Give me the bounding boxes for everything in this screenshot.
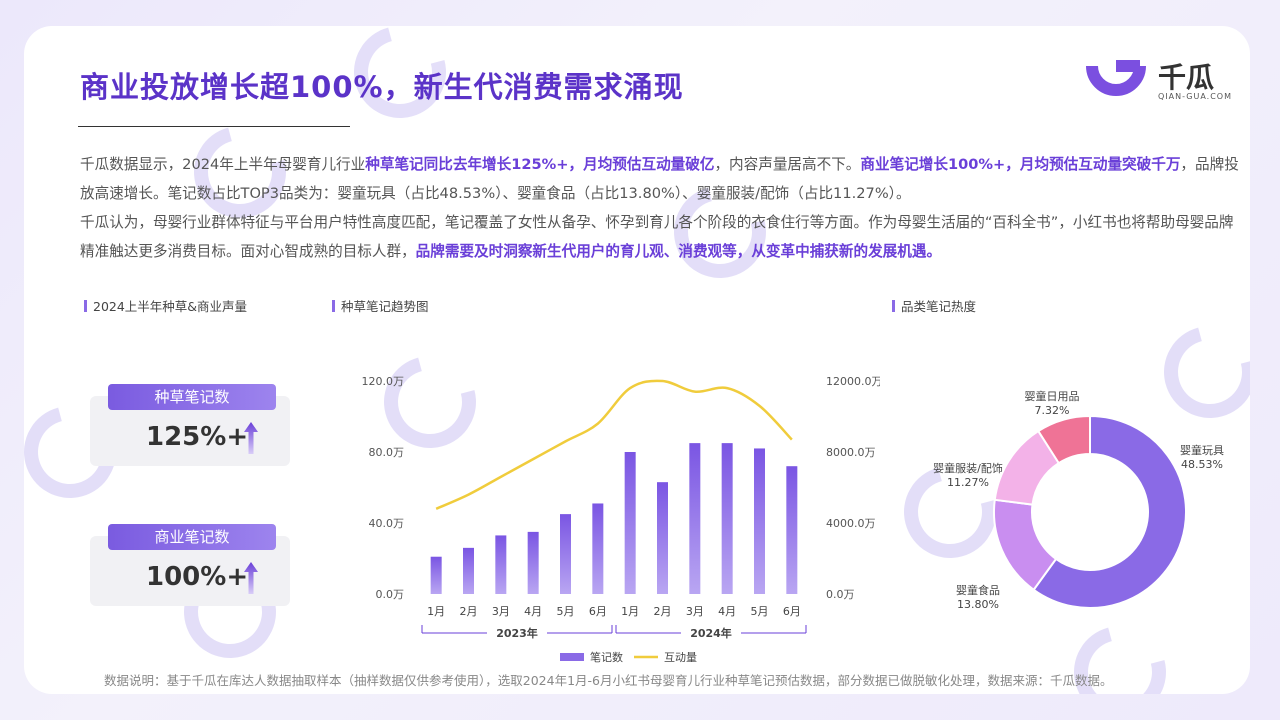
slice-value-label: 48.53%	[1181, 458, 1223, 471]
bar	[754, 448, 765, 594]
y-right-tick-label: 0.0万	[826, 588, 855, 601]
y-left-tick-label: 80.0万	[369, 446, 405, 459]
highlight-span: 种草笔记同比去年增长125%+，月均预估互动量破亿	[365, 156, 715, 173]
bar	[657, 482, 668, 594]
bar	[624, 452, 636, 594]
summary-text: 千瓜数据显示，2024年上半年母婴育儿行业种草笔记同比去年增长125%+，月均预…	[80, 150, 1240, 266]
legend-label: 笔记数	[590, 650, 623, 664]
section-title-middle: 种草笔记趋势图	[332, 296, 429, 315]
stat-value: 100%+	[146, 562, 249, 592]
text-span: 千瓜认为，母婴行业群体特征与平台用户特性高度匹配，笔记覆盖了女性从备孕、怀孕到育…	[80, 214, 1234, 260]
x-tick-label: 6月	[783, 605, 801, 618]
donut-slice	[1036, 414, 1091, 465]
slice-label: 婴童玩具	[1180, 443, 1224, 457]
section-title-right: 品类笔记热度	[892, 296, 976, 315]
paragraph-2: 千瓜认为，母婴行业群体特征与平台用户特性高度匹配，笔记覆盖了女性从备孕、怀孕到育…	[80, 208, 1240, 266]
x-tick-label: 6月	[589, 605, 607, 618]
x-tick-label: 4月	[718, 605, 736, 618]
bar	[592, 503, 604, 594]
arrow-up-icon	[244, 422, 258, 454]
y-left-tick-label: 0.0万	[376, 588, 405, 601]
slide-card: 商业投放增长超100%，新生代消费需求涌现 千瓜 QIAN-GUA.COM 千瓜…	[24, 26, 1250, 694]
highlight-span: 品牌需要及时洞察新生代用户的育儿观、消费观等，从变革中捕获新的发展机遇。	[415, 243, 942, 260]
stat-label: 商业笔记数	[108, 524, 276, 550]
group-label: 2024年	[690, 626, 732, 640]
arrow-up-icon	[244, 562, 258, 594]
interaction-line	[435, 379, 793, 510]
legend-label: 互动量	[664, 651, 697, 664]
text-span: ，品牌投放高速增长。笔记数占比TOP3品类为：婴童玩具（占比48.53%）、婴童…	[80, 156, 1239, 202]
bar	[786, 466, 798, 594]
stat-card-seeding: 种草笔记数 125%+	[90, 384, 290, 466]
x-tick-label: 1月	[427, 605, 445, 618]
y-left-tick-label: 120.0万	[362, 375, 405, 388]
stat-label: 种草笔记数	[108, 384, 276, 410]
x-tick-label: 5月	[751, 605, 769, 618]
legend-swatch-bar	[560, 653, 584, 661]
bar	[527, 531, 539, 594]
title-underline	[78, 126, 350, 127]
bar	[495, 535, 507, 594]
footnote: 数据说明：基于千瓜在库达人数据抽取样本（抽样数据仅供参考使用），选取2024年1…	[104, 673, 1113, 688]
logo-name: 千瓜	[1158, 61, 1215, 94]
y-left-tick-label: 40.0万	[369, 517, 405, 530]
bar	[430, 556, 442, 594]
bar	[463, 547, 474, 594]
bar	[560, 514, 571, 594]
x-tick-label: 4月	[524, 605, 542, 618]
bar	[721, 443, 733, 594]
paragraph-1: 千瓜数据显示，2024年上半年母婴育儿行业种草笔记同比去年增长125%+，月均预…	[80, 150, 1240, 208]
y-right-tick-label: 4000.0万	[826, 517, 876, 530]
slice-value-label: 13.80%	[957, 598, 999, 611]
page-title: 商业投放增长超100%，新生代消费需求涌现	[80, 70, 684, 104]
text-span: 千瓜数据显示，2024年上半年母婴育儿行业	[80, 156, 366, 173]
x-tick-label: 3月	[492, 605, 510, 618]
highlight-span: 商业笔记增长100%+，月均预估互动量突破千万	[860, 156, 1181, 173]
x-tick-label: 2月	[654, 605, 672, 618]
logo-sub: QIAN-GUA.COM	[1158, 92, 1233, 101]
y-right-tick-label: 12000.0万	[826, 375, 880, 388]
text-span: ，内容声量居高不下。	[714, 156, 861, 173]
x-tick-label: 2月	[460, 605, 478, 618]
y-right-tick-label: 8000.0万	[826, 446, 876, 459]
logo-mark-icon	[1086, 60, 1146, 96]
bar	[689, 443, 701, 594]
x-tick-label: 3月	[686, 605, 704, 618]
group-label: 2023年	[496, 626, 538, 640]
stat-value: 125%+	[146, 422, 249, 452]
section-title-left: 2024上半年种草&商业声量	[84, 296, 247, 315]
brand-logo: 千瓜 QIAN-GUA.COM	[1086, 56, 1236, 126]
donut-slice	[1032, 414, 1187, 609]
x-tick-label: 1月	[621, 605, 639, 618]
slice-label: 婴童服装/配饰	[933, 461, 1003, 475]
slice-label: 婴童食品	[956, 583, 1000, 597]
stat-card-commercial: 商业笔记数 100%+	[90, 524, 290, 606]
trend-chart: 0.0万 40.0万 80.0万 120.0万 0.0万 4000.0万 8000.0万 12…	[362, 375, 881, 664]
slice-label: 婴童日用品	[1025, 389, 1080, 403]
slice-value-label: 11.27%	[947, 476, 989, 489]
x-tick-label: 5月	[557, 605, 575, 618]
slice-value-label: 7.32%	[1035, 404, 1070, 417]
